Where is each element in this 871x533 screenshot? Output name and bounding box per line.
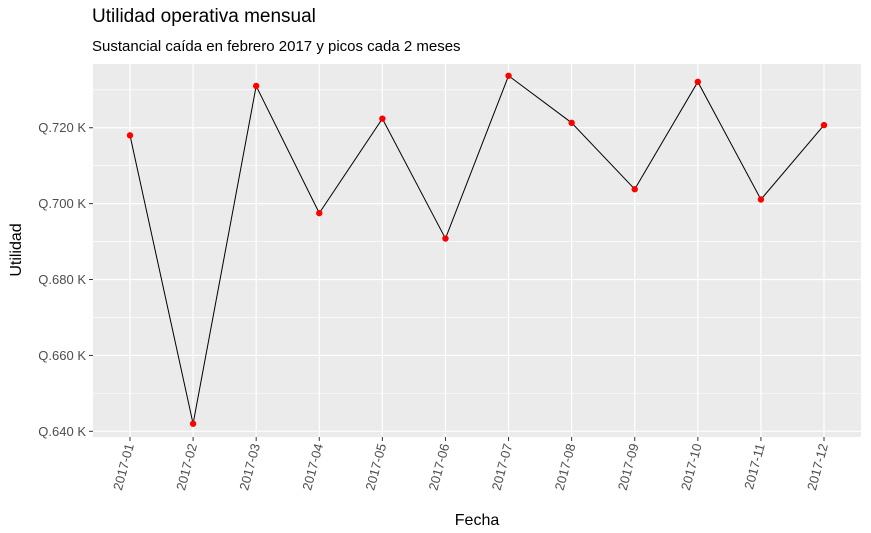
- data-point: [757, 196, 765, 203]
- data-point: [126, 132, 134, 139]
- data-point: [189, 420, 197, 427]
- x-tick-label: 2017-04: [299, 442, 326, 492]
- data-point: [820, 121, 828, 129]
- x-tick-label: 2017-01: [110, 442, 137, 492]
- data-point: [505, 72, 512, 79]
- x-tick-label: 2017-05: [362, 442, 389, 492]
- data-point: [694, 78, 702, 86]
- x-tick-label: 2017-12: [804, 442, 831, 492]
- plot-panel: [93, 64, 861, 437]
- grid-minor: [93, 89, 861, 394]
- data-point: [442, 235, 449, 242]
- chart-title: Utilidad operativa mensual: [92, 6, 316, 27]
- y-tick-label: Q.700 K: [38, 196, 86, 211]
- data-points: [126, 72, 828, 427]
- x-tick-label: 2017-06: [426, 442, 453, 492]
- x-axis-title: Fecha: [455, 512, 500, 529]
- data-point: [568, 119, 575, 127]
- x-tick-label: 2017-09: [615, 442, 642, 492]
- y-tick-label: Q.640 K: [38, 424, 86, 439]
- data-point: [379, 115, 386, 122]
- x-tick-label: 2017-08: [552, 442, 579, 492]
- x-tick-label: 2017-11: [741, 442, 768, 491]
- data-point: [631, 186, 638, 193]
- chart-subtitle: Sustancial caída en febrero 2017 y picos…: [92, 38, 461, 55]
- x-tick-label: 2017-10: [678, 442, 705, 492]
- x-axis: 2017-01 2017-02 2017-03 2017-04 2017-05 2017-…: [110, 437, 831, 492]
- x-tick-label: 2017-07: [489, 442, 516, 492]
- series-line: [129, 74, 825, 424]
- y-axis: Q.640 K Q.660 K Q.680 K Q.700 K Q.720 K: [38, 120, 93, 439]
- y-tick-label: Q.720 K: [38, 120, 86, 135]
- data-point: [252, 82, 260, 90]
- y-axis-title: Utilidad: [8, 223, 25, 276]
- x-tick-label: 2017-02: [173, 442, 200, 492]
- data-point: [316, 209, 323, 217]
- x-tick-label: 2017-03: [236, 442, 263, 492]
- y-tick-label: Q.680 K: [38, 272, 86, 287]
- y-tick-label: Q.660 K: [38, 348, 86, 363]
